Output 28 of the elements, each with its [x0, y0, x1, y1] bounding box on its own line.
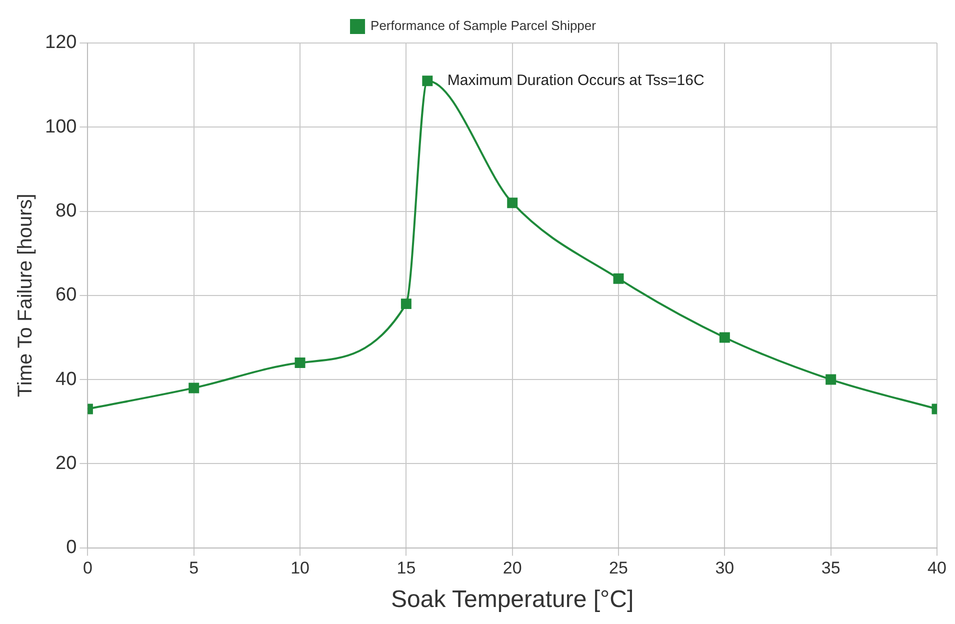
point	[422, 76, 433, 86]
x-tick-label: 0	[82, 558, 92, 578]
point	[613, 273, 624, 284]
y-tick-label: 100	[45, 116, 77, 138]
x-tick-label: 5	[189, 558, 199, 578]
x-tick-label: 20	[502, 558, 522, 578]
x-tick-label: 10	[290, 558, 310, 578]
y-tick-label: 0	[66, 537, 77, 558]
point	[507, 198, 518, 208]
x-tick-label: 40	[928, 558, 946, 578]
point	[188, 382, 200, 394]
y-tick-label: 40	[56, 368, 77, 390]
y-tick-label: 120	[45, 32, 77, 54]
legend-label: Performance of Sample Parcel Shipper	[370, 18, 597, 34]
point	[294, 357, 306, 368]
y-axis-title: Time To Failure [hours]	[14, 194, 37, 398]
point	[826, 374, 836, 385]
x-axis-title: Soak Temperature [°C]	[391, 586, 634, 614]
y-tick-label: 80	[56, 200, 77, 222]
y-tick-label: 60	[56, 284, 77, 306]
x-tick-label: 15	[396, 558, 416, 578]
point	[719, 332, 730, 343]
x-tick-label: 35	[821, 558, 840, 578]
annotation: Maximum Duration Occurs at Tss=16C	[447, 72, 704, 89]
x-tick-label: 25	[609, 558, 628, 578]
point	[400, 298, 412, 310]
y-tick-label: 20	[56, 452, 77, 474]
x-tick-label: 30	[715, 558, 734, 578]
